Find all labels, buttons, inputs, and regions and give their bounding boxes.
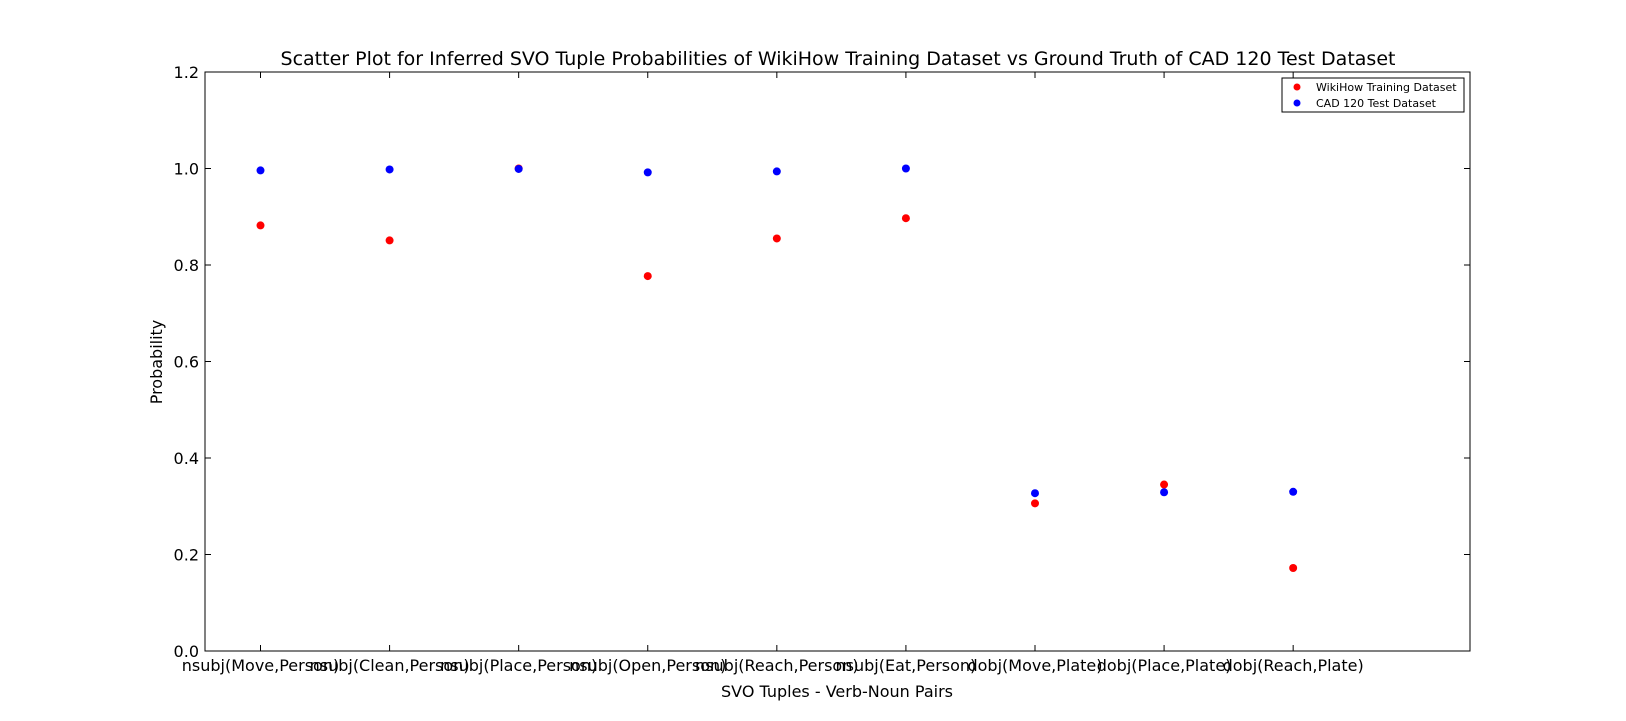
data-point-wikihow (385, 236, 394, 245)
y-tick-label: 1.2 (174, 63, 199, 82)
y-tick-label: 0.8 (174, 256, 199, 275)
data-point-cad120 (514, 164, 523, 173)
chart-title: Scatter Plot for Inferred SVO Tuple Prob… (281, 48, 1396, 70)
data-point-wikihow (256, 221, 265, 230)
data-point-cad120 (643, 168, 652, 177)
data-point-cad120 (772, 167, 781, 176)
y-tick-label: 0.0 (174, 642, 199, 661)
data-point-cad120 (1289, 487, 1298, 496)
y-tick-label: 1.0 (174, 160, 199, 179)
y-axis-ticks: 0.0 0.2 0.4 0.6 0.8 1.0 1.2 (174, 63, 1470, 661)
data-points (256, 164, 1298, 573)
x-tick-label: nsubj(Move,Person) (182, 656, 339, 675)
data-point-wikihow (1030, 499, 1039, 508)
data-point-cad120 (1030, 489, 1039, 498)
legend-box (1281, 77, 1465, 113)
data-point-wikihow (643, 272, 652, 281)
x-tick-label: dobj(Move,Plate) (967, 656, 1102, 675)
data-point-cad120 (1160, 488, 1169, 497)
x-tick-label: dobj(Place,Plate) (1097, 656, 1232, 675)
data-point-wikihow (1160, 480, 1169, 489)
plot-frame (204, 71, 1471, 652)
legend-marker-cad120 (1293, 99, 1301, 107)
y-tick-label: 0.4 (174, 449, 199, 468)
data-point-wikihow (1289, 564, 1298, 573)
legend-label-cad120: CAD 120 Test Dataset (1316, 97, 1437, 110)
legend: WikiHow Training Dataset CAD 120 Test Da… (1281, 77, 1465, 113)
data-point-wikihow (901, 214, 910, 223)
y-axis-label: Probability (147, 320, 166, 405)
data-point-wikihow (772, 234, 781, 243)
data-point-cad120 (385, 165, 394, 174)
x-tick-label: dobj(Reach,Plate) (1223, 656, 1364, 675)
x-axis-label: SVO Tuples - Verb-Noun Pairs (721, 682, 953, 701)
x-tick-label: nsubj(Reach,Person) (695, 656, 859, 675)
plot-area: 0.0 0.2 0.4 0.6 0.8 1.0 1.2 nsubj(Move,Person)… (174, 63, 1471, 675)
x-tick-label: nsubj(Clean,Person) (310, 656, 470, 675)
data-point-cad120 (256, 166, 265, 175)
x-tick-label: nsubj(Eat,Person) (836, 656, 977, 675)
data-point-cad120 (901, 164, 910, 173)
legend-marker-wikihow (1293, 83, 1301, 91)
x-tick-label: nsubj(Open,Person) (569, 656, 726, 675)
y-tick-label: 0.2 (174, 546, 199, 565)
legend-label-wikihow: WikiHow Training Dataset (1316, 81, 1457, 94)
x-tick-label: nsubj(Place,Person) (440, 656, 597, 675)
x-axis-ticks: nsubj(Move,Person)nsubj(Clean,Person)nsu… (182, 72, 1364, 675)
y-tick-label: 0.6 (174, 353, 199, 372)
